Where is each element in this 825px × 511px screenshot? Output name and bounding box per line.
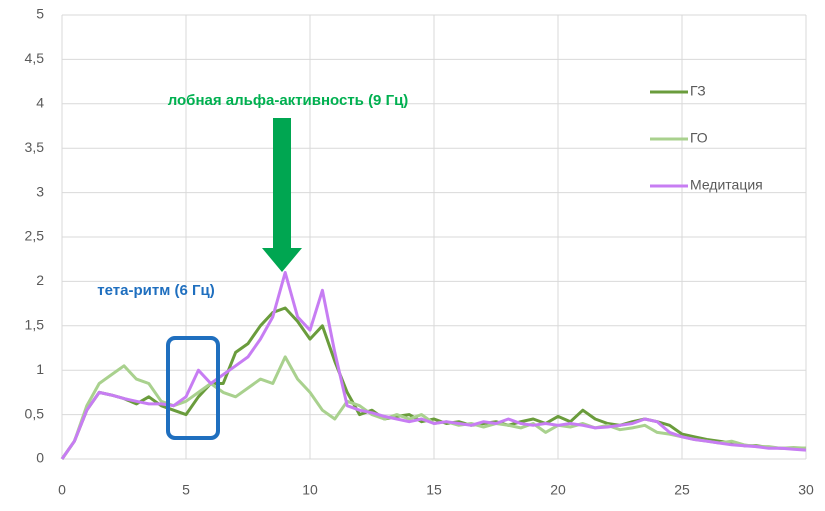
y-tick-label: 1,5: [25, 317, 45, 333]
y-tick-label: 3: [36, 183, 44, 199]
y-tick-label: 1: [36, 361, 44, 377]
y-tick-label: 0,5: [25, 405, 45, 421]
theta-annotation: тета-ритм (6 Гц): [97, 282, 214, 299]
x-tick-label: 0: [58, 482, 66, 498]
x-tick-label: 5: [182, 482, 190, 498]
x-tick-label: 15: [426, 482, 442, 498]
x-tick-label: 10: [302, 482, 318, 498]
alpha-annotation: лобная альфа-активность (9 Гц): [168, 92, 409, 109]
y-tick-label: 2: [36, 272, 44, 288]
legend-label: Медитация: [690, 177, 763, 193]
y-tick-label: 3,5: [25, 139, 45, 155]
legend-label: ГЗ: [690, 83, 706, 99]
y-tick-label: 5: [36, 6, 44, 22]
arrow-head: [262, 248, 302, 272]
x-tick-label: 30: [798, 482, 814, 498]
legend-label: ГО: [690, 130, 708, 146]
y-tick-label: 0: [36, 450, 44, 466]
x-tick-label: 20: [550, 482, 566, 498]
series-line: [60, 271, 807, 460]
y-tick-label: 4,5: [25, 50, 45, 66]
y-tick-label: 4: [36, 95, 44, 111]
arrow-shaft: [273, 118, 291, 248]
x-tick-label: 25: [674, 482, 690, 498]
theta-box: [166, 336, 220, 440]
y-tick-label: 2,5: [25, 228, 45, 244]
series-line: [60, 306, 806, 460]
